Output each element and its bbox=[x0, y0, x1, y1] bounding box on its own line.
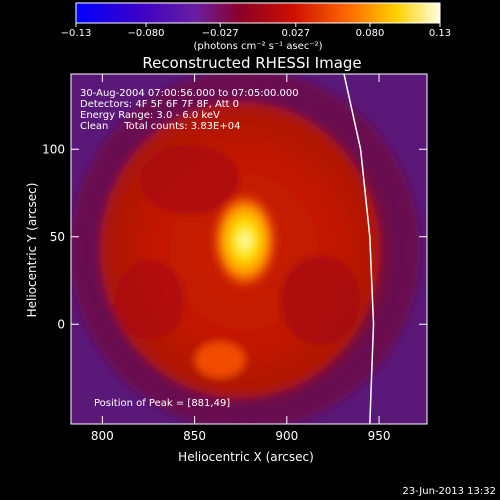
x-axis-label: Heliocentric X (arcsec) bbox=[178, 450, 314, 464]
footer-date: 23-Jun-2013 13:32 bbox=[402, 486, 496, 497]
emission-patch bbox=[140, 145, 240, 215]
solar-limb-line bbox=[343, 74, 375, 424]
y-tick-label: 50 bbox=[50, 230, 65, 244]
chart-title: Reconstructed RHESSI Image bbox=[142, 54, 361, 72]
energy-range-annotation: Energy Range: 3.0 - 6.0 keV bbox=[80, 110, 220, 121]
peak-source bbox=[210, 190, 279, 291]
plot-frame bbox=[70, 73, 428, 425]
colorbar-tick-label: 0.080 bbox=[356, 28, 385, 39]
colorbar-tick-label: −0.080 bbox=[127, 28, 164, 39]
emission-patch bbox=[280, 255, 360, 345]
colorbar-tick-label: −0.13 bbox=[61, 28, 92, 39]
y-tick-label: 100 bbox=[42, 142, 65, 156]
colorbar-ticks: −0.13 −0.080 −0.027 0.027 0.080 0.13 bbox=[61, 23, 451, 39]
colorbar-tick-label: −0.027 bbox=[202, 28, 239, 39]
x-tick-label: 800 bbox=[91, 429, 114, 443]
detectors-annotation: Detectors: 4F 5F 6F 7F 8F, Att 0 bbox=[80, 99, 239, 110]
colorbar-tick-label: 0.027 bbox=[281, 28, 310, 39]
y-tick-label: 0 bbox=[57, 317, 65, 331]
y-axis-ticks: 0 50 100 bbox=[42, 142, 427, 331]
x-tick-label: 900 bbox=[275, 429, 298, 443]
x-tick-label: 850 bbox=[183, 429, 206, 443]
colorbar-tick-label: 0.13 bbox=[429, 28, 451, 39]
emission-patch bbox=[115, 260, 185, 340]
heatmap-image bbox=[71, 74, 427, 424]
peak-position-annotation: Position of Peak = [881,49] bbox=[94, 398, 230, 409]
y-axis-label: Heliocentric Y (arcsec) bbox=[25, 183, 39, 318]
x-tick-label: 950 bbox=[368, 429, 391, 443]
emission-patch bbox=[195, 342, 245, 378]
colorbar bbox=[75, 2, 441, 24]
x-axis-ticks: 800 850 900 950 bbox=[91, 74, 391, 443]
time-range-annotation: 30-Aug-2004 07:00:56.000 to 07:05:00.000 bbox=[80, 88, 299, 99]
colorbar-label: (photons cm⁻² s⁻¹ asec⁻²) bbox=[193, 41, 322, 52]
clean-counts-annotation: Clean Total counts: 3.83E+04 bbox=[80, 121, 240, 132]
